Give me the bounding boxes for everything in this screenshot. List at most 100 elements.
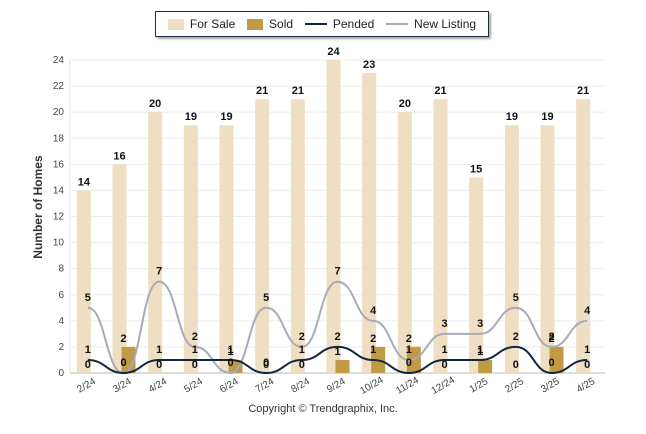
legend-swatch-new-listing xyxy=(386,23,409,25)
label-sold-2-24: 0 xyxy=(85,359,91,371)
label-pended-1-25: 1 xyxy=(477,344,483,356)
legend: For Sale Sold Pended New Listing xyxy=(155,11,489,37)
bar-for-sale-5-24 xyxy=(183,125,198,373)
label-pended-3-25: 0 xyxy=(548,357,554,369)
label-new-listing-2-24: 5 xyxy=(85,292,91,304)
label-sold-4-24: 0 xyxy=(156,359,162,371)
bar-for-sale-10-24 xyxy=(362,73,377,374)
label-for-sale-12-24: 21 xyxy=(434,85,446,97)
label-new-listing-4-24: 7 xyxy=(156,266,162,278)
x-tick-label-4-25: 4/25 xyxy=(575,376,598,395)
legend-label-for-sale: For Sale xyxy=(189,17,236,31)
label-pended-5-24: 1 xyxy=(192,344,198,356)
label-pended-4-24: 1 xyxy=(156,344,162,356)
x-tick-label-2-24: 2/24 xyxy=(75,376,98,395)
label-new-listing-11-24: 1 xyxy=(406,344,412,356)
label-for-sale-11-24: 20 xyxy=(399,98,411,110)
bar-for-sale-4-25 xyxy=(576,99,591,373)
x-tick-label-10-24: 10/24 xyxy=(358,375,386,397)
line-pended xyxy=(87,345,588,375)
legend-swatch-sold xyxy=(247,18,264,30)
y-tick-label: 20 xyxy=(53,107,65,118)
bar-for-sale-8-24 xyxy=(290,99,305,373)
y-tick-label: 0 xyxy=(58,368,64,379)
label-sold-6-24: 1 xyxy=(227,346,233,358)
label-new-listing-3-25: 2 xyxy=(548,331,554,343)
label-pended-11-24: 0 xyxy=(406,357,412,369)
y-tick-label: 14 xyxy=(53,185,65,196)
x-tick-label-4-24: 4/24 xyxy=(147,376,170,395)
label-new-listing-10-24: 4 xyxy=(370,305,377,317)
x-tick-label-3-25: 3/25 xyxy=(539,376,562,395)
label-pended-6-24: 1 xyxy=(227,344,233,356)
label-for-sale-10-24: 23 xyxy=(363,59,375,71)
label-sold-2-25: 0 xyxy=(513,359,519,371)
bar-for-sale-12-24 xyxy=(433,99,448,373)
label-pended-2-25: 2 xyxy=(513,331,519,343)
x-axis-ticks: 2/24 3/24 4/24 5/24 6/24 7/24 8/24 9/24 10/24 11/… xyxy=(75,375,597,397)
label-for-sale-2-25: 19 xyxy=(506,111,518,123)
y-tick-label: 10 xyxy=(53,238,65,249)
legend-swatch-pended xyxy=(304,23,327,25)
y-tick-label: 4 xyxy=(58,316,64,327)
bar-for-sale-7-24 xyxy=(255,99,270,373)
legend-item-new-listing: New Listing xyxy=(386,17,476,31)
label-for-sale-8-24: 21 xyxy=(292,85,304,97)
label-pended-3-24: 0 xyxy=(120,357,126,369)
legend-label-sold: Sold xyxy=(269,17,294,31)
x-tick-label-11-24: 11/24 xyxy=(394,375,421,397)
y-tick-label: 12 xyxy=(53,212,65,223)
label-for-sale-4-25: 21 xyxy=(577,85,589,97)
label-new-listing-7-24: 5 xyxy=(263,292,269,304)
legend-item-sold: Sold xyxy=(247,17,293,31)
y-tick-label: 6 xyxy=(58,290,64,301)
label-for-sale-4-24: 20 xyxy=(149,98,161,110)
copyright-footer: Copyright © Trendgraphix, Inc. xyxy=(248,403,398,415)
label-sold-3-24: 2 xyxy=(120,333,126,345)
x-tick-label-8-24: 8/24 xyxy=(289,376,312,395)
bar-for-sale-3-24 xyxy=(112,164,127,373)
bar-sold-6-24 xyxy=(228,359,243,373)
x-tick-label-2-25: 2/25 xyxy=(503,376,526,395)
y-tick-label: 2 xyxy=(58,342,64,353)
x-tick-label-9-24: 9/24 xyxy=(325,376,348,395)
bar-for-sale-1-25 xyxy=(469,177,484,373)
label-new-listing-8-24: 2 xyxy=(299,331,305,343)
label-new-listing-3-24: 0 xyxy=(120,357,126,369)
label-sold-10-24: 2 xyxy=(370,333,376,345)
x-tick-label-12-24: 12/24 xyxy=(430,375,458,397)
label-new-listing-5-24: 2 xyxy=(192,331,198,343)
label-new-listing-1-25: 3 xyxy=(477,318,483,330)
label-pended-10-24: 1 xyxy=(370,344,376,356)
legend-label-new-listing: New Listing xyxy=(414,17,477,31)
label-new-listing-4-25: 4 xyxy=(584,305,591,317)
y-axis-label: Number of Homes xyxy=(31,155,45,259)
label-pended-7-24: 0 xyxy=(263,357,269,369)
legend-item-pended: Pended xyxy=(304,17,374,31)
label-for-sale-9-24: 24 xyxy=(327,46,340,58)
label-for-sale-2-24: 14 xyxy=(78,176,91,188)
label-sold-9-24: 1 xyxy=(334,346,340,358)
label-sold-8-24: 0 xyxy=(299,359,305,371)
label-sold-4-25: 0 xyxy=(584,359,590,371)
label-new-listing-9-24: 7 xyxy=(334,266,340,278)
bar-for-sale-9-24 xyxy=(326,60,341,373)
label-for-sale-7-24: 21 xyxy=(256,85,268,97)
label-for-sale-1-25: 15 xyxy=(470,163,482,175)
label-sold-5-24: 0 xyxy=(192,359,198,371)
label-for-sale-3-25: 19 xyxy=(541,111,553,123)
bar-for-sale-11-24 xyxy=(397,112,412,374)
label-sold-1-25: 1 xyxy=(477,346,483,358)
label-new-listing-6-24: 0 xyxy=(227,357,233,369)
bar-for-sale-3-25 xyxy=(540,125,555,373)
label-pended-8-24: 1 xyxy=(299,344,305,356)
label-sold-11-24: 2 xyxy=(406,333,412,345)
label-for-sale-3-24: 16 xyxy=(113,150,125,162)
line-new-listing xyxy=(87,280,588,375)
label-pended-4-25: 1 xyxy=(584,344,590,356)
y-tick-label: 22 xyxy=(53,81,65,92)
bar-for-sale-6-24 xyxy=(219,125,234,373)
bar-for-sale-4-24 xyxy=(148,112,163,374)
bar-for-sale-2-24 xyxy=(76,190,91,373)
